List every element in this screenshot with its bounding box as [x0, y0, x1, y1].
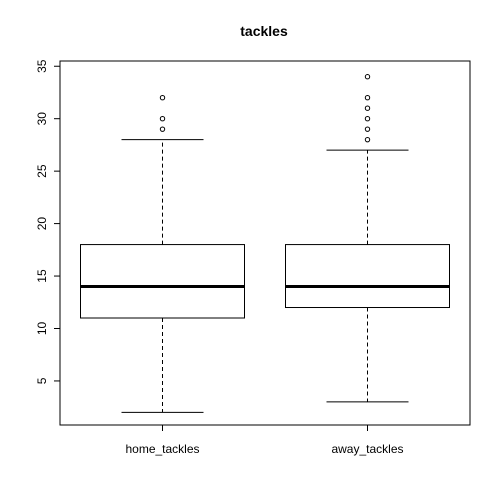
x-axis: home_tackles away_tackles: [125, 425, 404, 456]
iqr-box: [80, 244, 245, 319]
y-axis: 5 10 15 20 25 30 35: [35, 59, 60, 384]
y-tick-label: 35: [35, 59, 49, 73]
y-tick-label: 30: [35, 112, 49, 126]
iqr-box: [285, 244, 450, 309]
outlier-point: [159, 126, 166, 132]
y-tick-label: 5: [35, 377, 49, 384]
outlier-point: [159, 95, 166, 101]
x-tick-label: away_tackles: [331, 442, 403, 456]
outlier-point: [364, 74, 371, 80]
y-tick-label: 15: [35, 269, 49, 283]
y-tick-label: 20: [35, 217, 49, 231]
plot-frame: [59, 60, 471, 426]
outlier-point: [364, 105, 371, 111]
outlier-point: [364, 115, 371, 122]
box-home_tackles: [80, 95, 245, 413]
outlier-point: [364, 126, 371, 132]
y-tick-label: 25: [35, 164, 49, 178]
outlier-point: [364, 95, 371, 101]
boxes: [80, 74, 450, 413]
y-tick-label: 10: [35, 321, 49, 335]
x-tick-label: home_tackles: [125, 442, 199, 456]
box-away_tackles: [285, 74, 450, 403]
outlier-point: [364, 136, 371, 143]
outlier-point: [159, 115, 166, 122]
chart-title: tackles: [240, 23, 288, 39]
